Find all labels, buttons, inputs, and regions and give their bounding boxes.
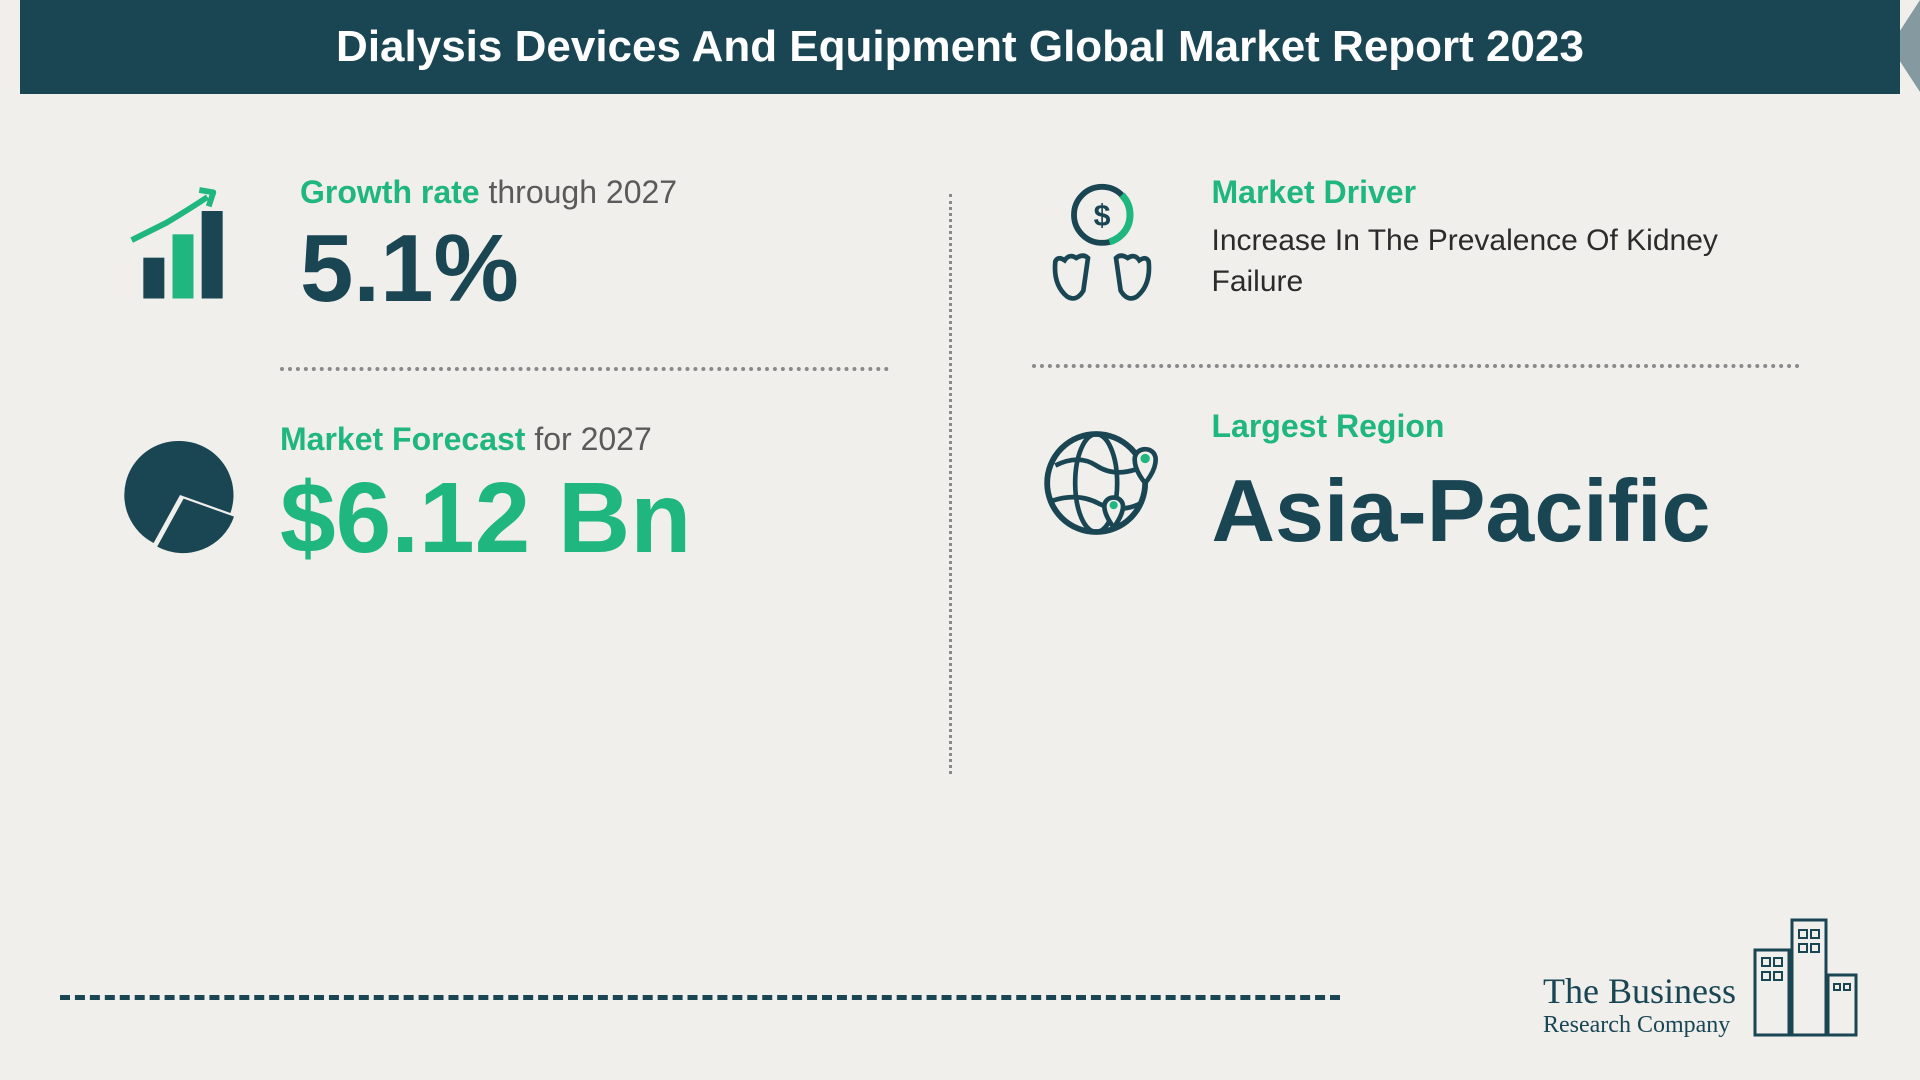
driver-body: Increase In The Prevalence Of Kidney Fai… — [1212, 221, 1801, 302]
bottom-dashed-line — [60, 995, 1340, 1000]
forecast-text: Market Forecast for 2027 $6.12 Bn — [280, 421, 889, 568]
pie-chart-icon — [120, 435, 240, 555]
forecast-label-muted: for 2027 — [525, 421, 651, 457]
logo-text: The Business Research Company — [1543, 971, 1736, 1040]
growth-label: Growth rate through 2027 — [300, 174, 889, 211]
svg-text:$: $ — [1093, 199, 1110, 232]
forecast-section: Market Forecast for 2027 $6.12 Bn — [120, 421, 889, 568]
title-bar: Dialysis Devices And Equipment Global Ma… — [20, 0, 1900, 94]
hands-money-icon: $ — [1032, 174, 1172, 314]
region-text: Largest Region Asia-Pacific — [1212, 408, 1801, 557]
growth-label-muted: through 2027 — [480, 174, 678, 210]
growth-value: 5.1% — [300, 221, 889, 317]
growth-section: Growth rate through 2027 5.1% — [120, 174, 889, 317]
driver-text: Market Driver Increase In The Prevalence… — [1212, 174, 1801, 302]
divider-dots-left — [280, 367, 889, 371]
report-title: Dialysis Devices And Equipment Global Ma… — [336, 22, 1584, 71]
driver-section: $ Market Driver Increase In The Prevalen… — [1032, 174, 1801, 314]
content-area: Growth rate through 2027 5.1% Market For… — [0, 94, 1920, 774]
company-logo: The Business Research Company — [1543, 900, 1860, 1040]
growth-chart-icon — [120, 176, 260, 316]
logo-line1: The Business — [1543, 971, 1736, 1012]
globe-pin-icon — [1032, 413, 1172, 553]
buildings-icon — [1750, 900, 1860, 1040]
logo-line2: Research Company — [1543, 1012, 1736, 1040]
driver-label: Market Driver — [1212, 174, 1801, 211]
region-label: Largest Region — [1212, 408, 1801, 445]
growth-text: Growth rate through 2027 5.1% — [300, 174, 889, 317]
right-column: $ Market Driver Increase In The Prevalen… — [952, 174, 1801, 774]
region-section: Largest Region Asia-Pacific — [1032, 408, 1801, 557]
region-value: Asia-Pacific — [1212, 465, 1801, 557]
forecast-value: $6.12 Bn — [280, 468, 889, 568]
forecast-label-strong: Market Forecast — [280, 421, 525, 457]
growth-label-strong: Growth rate — [300, 174, 480, 210]
left-column: Growth rate through 2027 5.1% Market For… — [120, 174, 949, 774]
forecast-label: Market Forecast for 2027 — [280, 421, 889, 458]
divider-dots-right — [1032, 364, 1801, 368]
